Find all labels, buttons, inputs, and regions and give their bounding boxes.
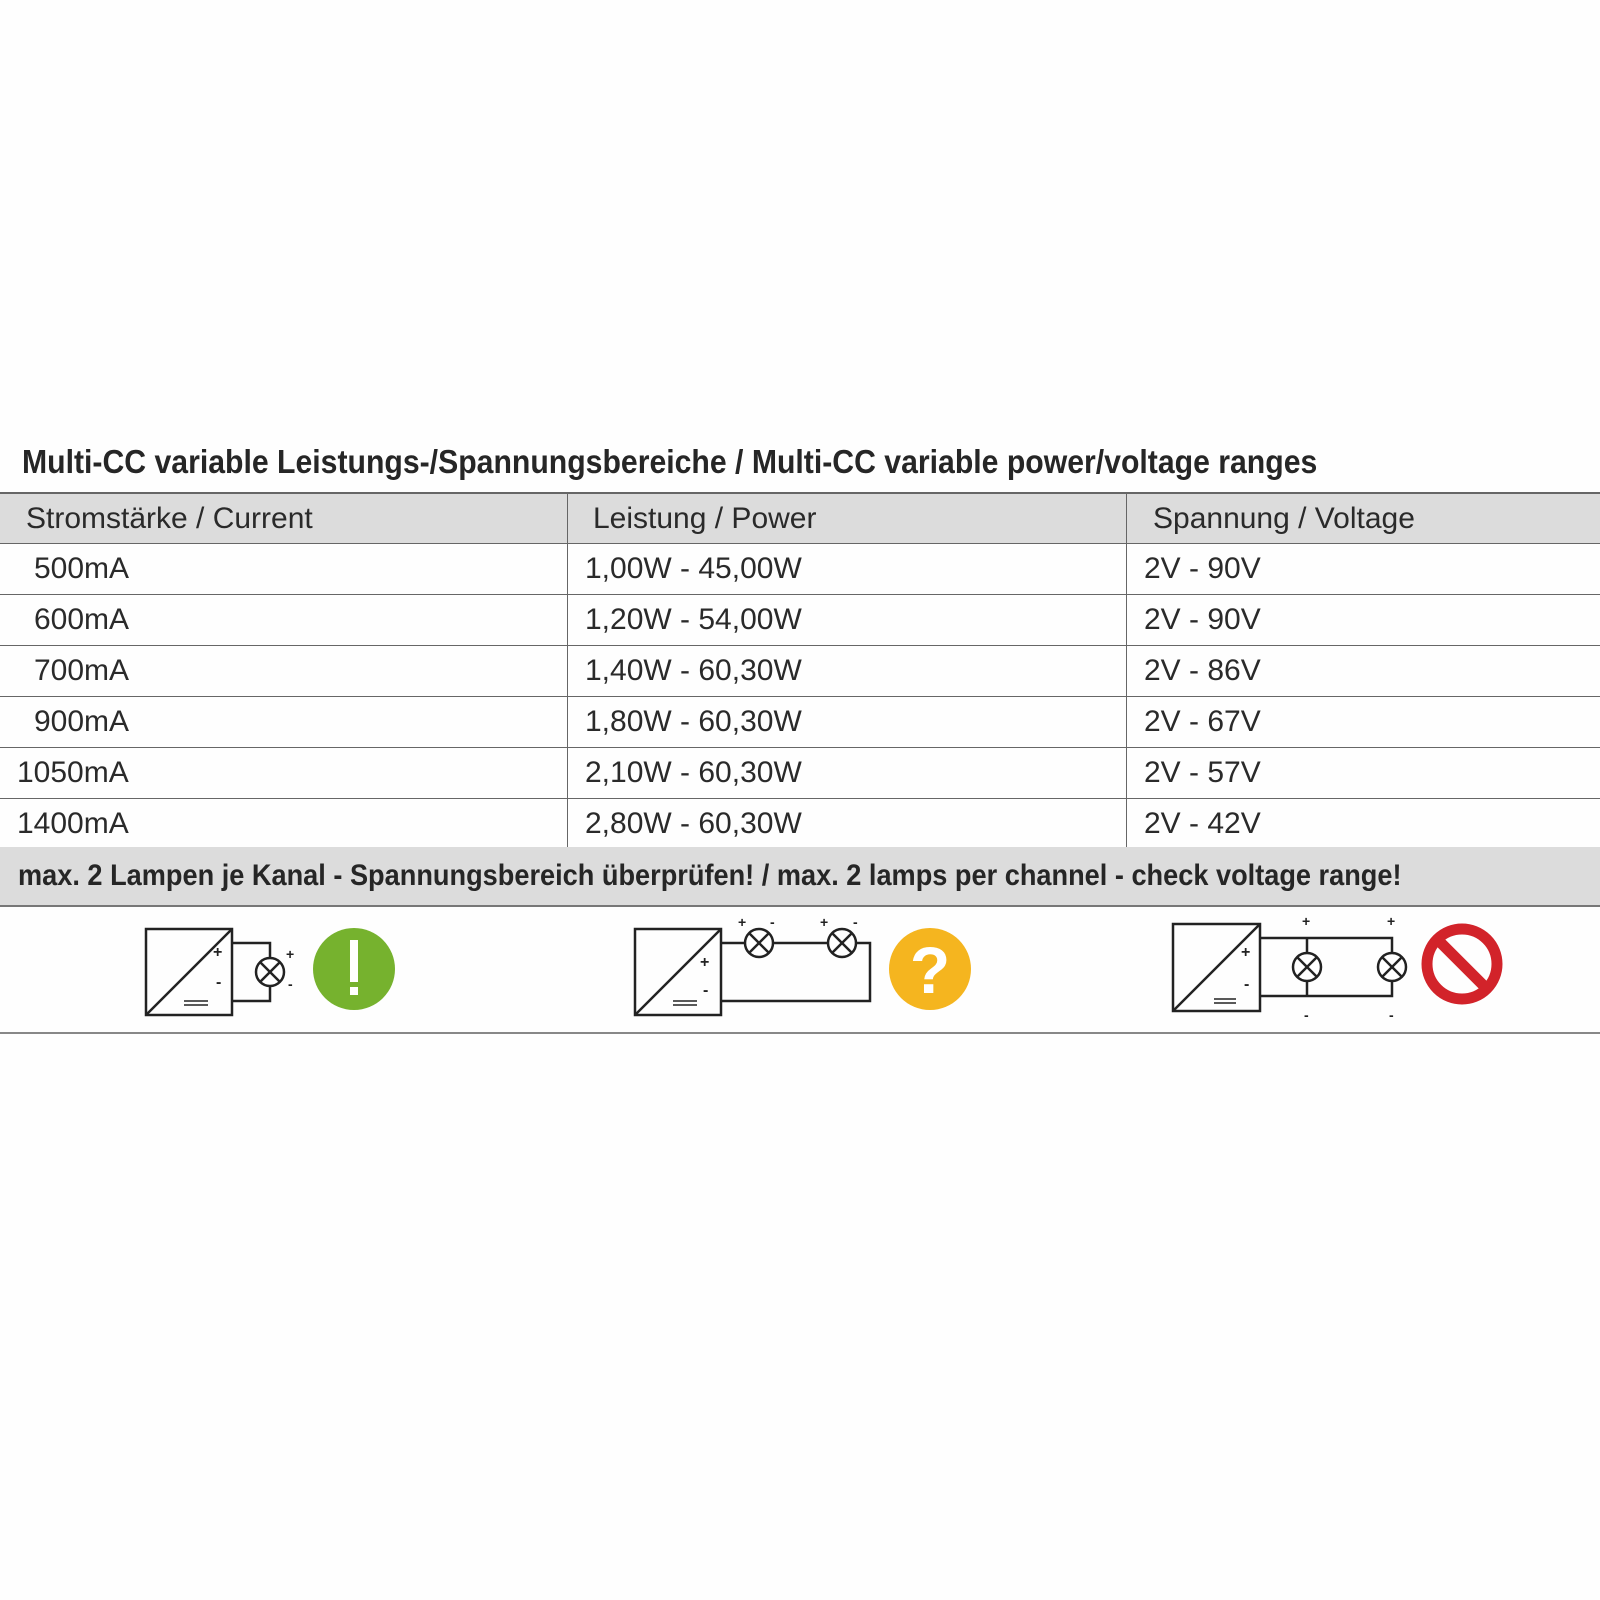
svg-text:-: - [853,914,858,930]
svg-text:+: + [738,914,746,930]
lamp-icon [743,927,775,959]
page-title: Multi-CC variable Leistungs-/Spannungsbe… [22,443,1318,480]
driver-box [144,927,234,1017]
header-power: Leistung / Power [567,492,1127,544]
cell-power: 1,00W - 45,00W [567,543,1127,595]
table-row: 500mA 1,00W - 45,00W 2V - 90V [0,543,1600,595]
svg-text:-: - [288,976,293,992]
cell-current: 700mA [0,645,568,697]
header-current: Stromstärke / Current [0,492,568,544]
svg-text:+: + [286,946,294,962]
cell-voltage: 2V - 90V [1126,594,1600,646]
diagram-single-lamp: + - + - [144,927,395,1017]
table-header-row: Stromstärke / Current Leistung / Power S… [0,492,1600,544]
notice-text: max. 2 Lampen je Kanal - Spannungsbereic… [18,859,1402,892]
cell-power: 2,10W - 60,30W [567,747,1127,799]
svg-text:?: ? [910,933,950,1007]
cell-voltage: 2V - 86V [1126,645,1600,697]
driver-box [1171,922,1262,1013]
table-row: 1400mA 2,80W - 60,30W 2V - 42V [0,798,1600,850]
driver-box [633,927,723,1017]
prohibited-icon [1421,923,1503,1005]
svg-text:+: + [1241,944,1250,961]
specs-table: Stromstärke / Current Leistung / Power S… [0,492,1600,850]
table-row: 700mA 1,40W - 60,30W 2V - 86V [0,645,1600,697]
notice-bar: max. 2 Lampen je Kanal - Spannungsbereic… [0,847,1600,907]
cell-voltage: 2V - 42V [1126,798,1600,850]
cell-voltage: 2V - 57V [1126,747,1600,799]
svg-text:-: - [703,982,708,999]
svg-text:-: - [1244,976,1249,993]
exclamation-icon [313,928,395,1010]
cell-voltage: 2V - 90V [1126,543,1600,595]
table-row: 600mA 1,20W - 54,00W 2V - 90V [0,594,1600,646]
svg-text:-: - [216,974,221,991]
cell-current: 900mA [0,696,568,748]
cell-current: 500mA [0,543,568,595]
cell-voltage: 2V - 67V [1126,696,1600,748]
svg-text:+: + [820,914,828,930]
diagram-parallel-lamps: + - + + - - [1171,913,1503,1023]
cell-current: 600mA [0,594,568,646]
svg-text:+: + [1302,913,1310,929]
svg-text:+: + [213,944,222,961]
cell-power: 1,80W - 60,30W [567,696,1127,748]
lamp-icon [254,956,286,988]
header-voltage: Spannung / Voltage [1126,492,1600,544]
cell-power: 1,40W - 60,30W [567,645,1127,697]
wiring-diagrams: + - + - + - + - + - [0,905,1600,1034]
cell-power: 1,20W - 54,00W [567,594,1127,646]
svg-text:-: - [770,914,775,930]
diagram-series-lamps: + - + - + - ? [633,914,971,1017]
lamp-icon [1376,951,1408,983]
table-row: 900mA 1,80W - 60,30W 2V - 67V [0,696,1600,748]
table-row: 1050mA 2,10W - 60,30W 2V - 57V [0,747,1600,799]
lamp-icon [826,927,858,959]
svg-text:-: - [1389,1007,1394,1023]
svg-text:+: + [700,954,709,971]
lamp-icon [1291,951,1323,983]
svg-text:+: + [1387,913,1395,929]
cell-current: 1400mA [0,798,568,850]
svg-text:-: - [1304,1007,1309,1023]
cell-power: 2,80W - 60,30W [567,798,1127,850]
question-icon: ? [889,928,971,1010]
cell-current: 1050mA [0,747,568,799]
